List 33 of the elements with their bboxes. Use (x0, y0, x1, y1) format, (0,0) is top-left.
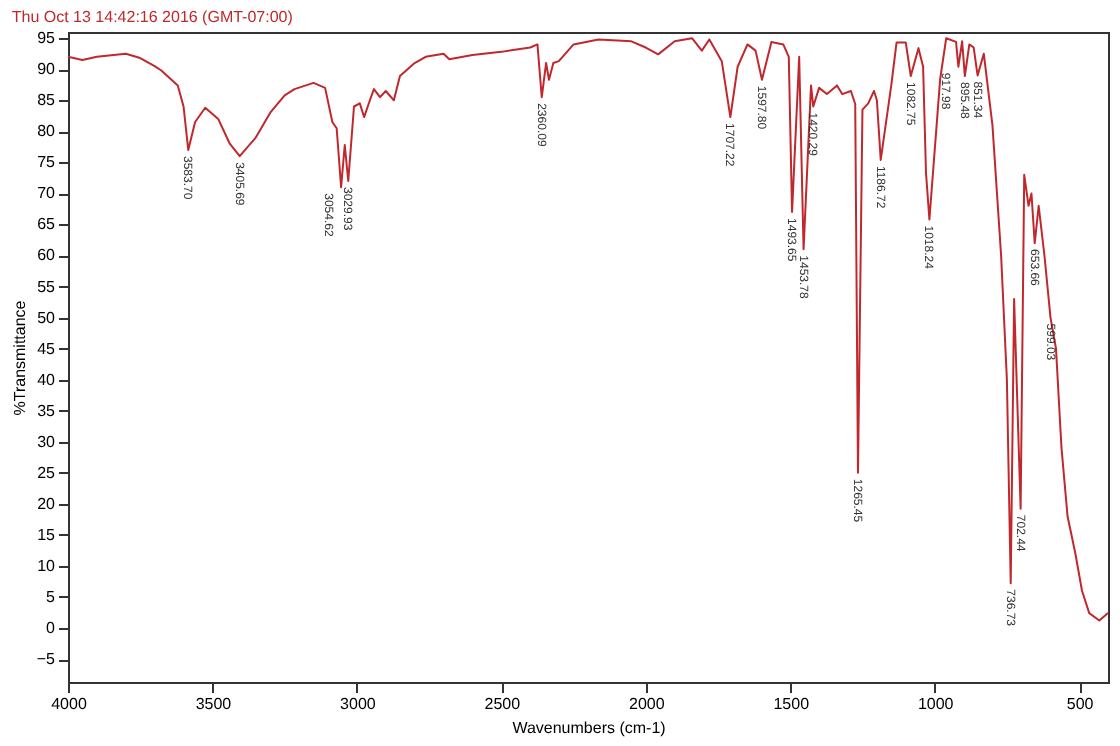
x-tick-label: 1000 (917, 695, 955, 713)
y-tick-label: 20 (37, 494, 57, 513)
y-tick-label: 70 (37, 184, 57, 203)
y-tick-label: 75 (37, 153, 57, 172)
x-tick-label: 2500 (484, 695, 522, 713)
y-tick-label: 95 (37, 29, 57, 48)
y-tick-label: 15 (37, 525, 57, 544)
y-tick-label: 40 (37, 370, 57, 389)
y-tick-label: 80 (37, 122, 57, 141)
y-tick-label: −5 (36, 650, 57, 669)
y-tick-label: 50 (37, 308, 57, 327)
x-axis-title: Wavenumbers (cm-1) (512, 719, 667, 737)
x-tick-label: 3500 (195, 695, 233, 713)
y-tick-label: 25 (37, 463, 57, 482)
y-axis-title: %Transmittance (10, 299, 29, 416)
y-tick-label: 85 (37, 91, 57, 110)
x-tick-label: 500 (1066, 695, 1095, 713)
y-tick-label: 5 (46, 587, 57, 606)
y-tick-label: 35 (37, 401, 57, 420)
y-tick-label: 10 (37, 556, 57, 575)
line-series (67, 37, 1109, 622)
y-tick-label: 90 (37, 60, 57, 79)
y-tick-label: 0 (46, 618, 57, 637)
y-tick-label: 55 (37, 277, 57, 296)
x-tick-label: 3000 (340, 695, 377, 713)
y-tick-label: 30 (37, 432, 57, 451)
x-tick-label: 4000 (51, 695, 88, 713)
x-tick-label: 2000 (628, 695, 666, 713)
y-tick-label: 65 (37, 215, 57, 234)
chart-title: Thu Oct 13 14:42:16 2016 (GMT-07:00) (11, 8, 294, 27)
x-tick-label: 1500 (773, 695, 811, 713)
y-tick-label: 45 (37, 339, 57, 358)
y-tick-label: 60 (37, 246, 57, 265)
